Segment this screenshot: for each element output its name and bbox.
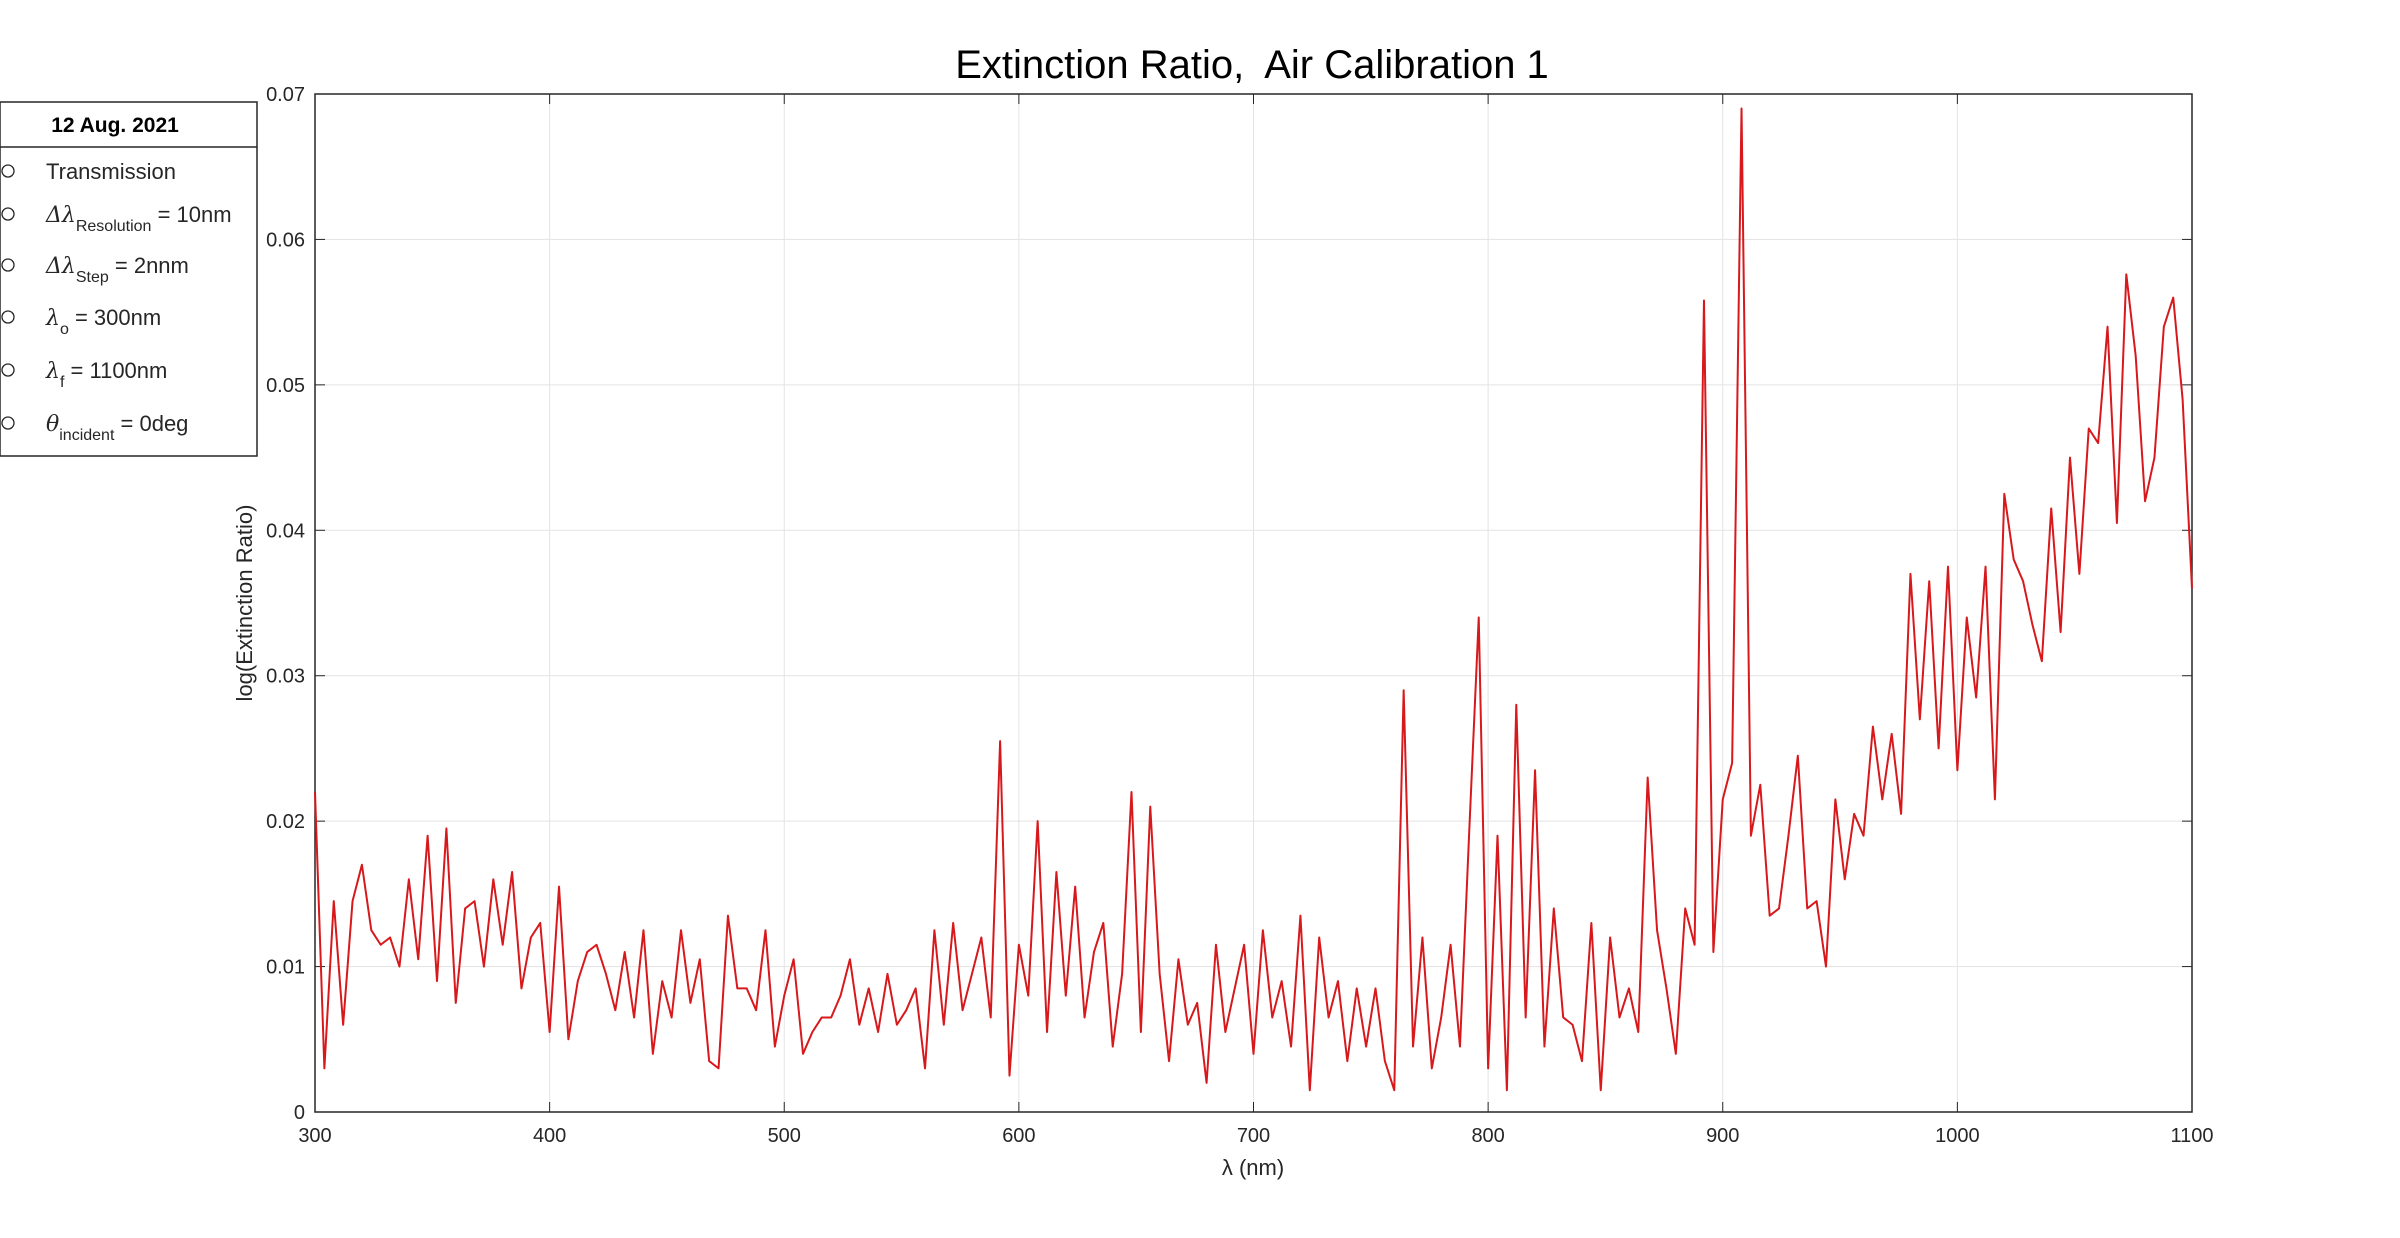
legend-box: [0, 101, 258, 457]
x-tick-label: 1100: [2170, 1125, 2213, 1147]
y-tick-label: 0.04: [266, 520, 305, 542]
y-tick-label: 0: [294, 1102, 305, 1124]
x-tick-label: 900: [1706, 1125, 1739, 1147]
y-tick-label: 0.02: [266, 811, 305, 833]
legend-marker: [1, 258, 15, 272]
legend-marker: [1, 416, 15, 430]
legend-text: = 10nm: [151, 202, 231, 227]
legend-symbol: θ: [46, 412, 59, 437]
legend-subscript: Resolution: [76, 218, 152, 235]
y-tick-label: 0.05: [266, 375, 305, 397]
legend-symbol: λ: [45, 359, 60, 384]
chart-title: Extinction Ratio, Air Calibration 1: [955, 43, 1549, 87]
legend-symbol: λ: [45, 306, 60, 331]
x-tick-label: 400: [533, 1125, 566, 1147]
legend-item: θincident = 0deg: [46, 411, 188, 444]
legend-text: = 300nm: [69, 305, 161, 330]
legend-item: ΔλStep = 2nnm: [45, 253, 189, 286]
y-tick-label: 0.06: [266, 229, 305, 251]
x-tick-label: 1000: [1935, 1125, 1980, 1147]
legend-subscript: incident: [59, 427, 115, 444]
legend-item: ΔλResolution = 10nm: [45, 202, 232, 235]
legend-marker: [1, 164, 15, 178]
x-tick-label: 800: [1471, 1125, 1504, 1147]
plot-frame: [314, 93, 2193, 1113]
x-tick-label: 700: [1237, 1125, 1270, 1147]
x-tick-label: 300: [298, 1125, 331, 1147]
legend-text: = 1100nm: [64, 358, 167, 383]
legend-marker: [1, 207, 15, 221]
legend-marker: [1, 363, 15, 377]
y-tick-label: 0.01: [266, 957, 305, 979]
legend-item: λo = 300nm: [45, 305, 161, 338]
legend-marker: [1, 310, 15, 324]
legend-text: = 2nnm: [109, 253, 189, 278]
legend-text: = 0deg: [114, 411, 188, 436]
x-tick-label: 600: [1002, 1125, 1035, 1147]
legend-symbol: Δλ: [45, 203, 76, 228]
legend-subscript: Step: [76, 269, 109, 286]
legend-title: 12 Aug. 2021: [51, 114, 179, 137]
x-axis-label: λ (nm): [1222, 1155, 1284, 1180]
y-axis-label: log(Extinction Ratio): [232, 505, 257, 702]
legend-subscript: o: [60, 321, 69, 338]
legend-subscript: f: [60, 374, 65, 391]
y-tick-label: 0.07: [266, 84, 305, 106]
legend-symbol: Δλ: [45, 254, 76, 279]
x-tick-label: 500: [768, 1125, 801, 1147]
data-line: [314, 107, 2193, 1092]
legend-item: λf = 1100nm: [45, 358, 167, 391]
legend-item: Transmission: [46, 159, 176, 184]
y-tick-label: 0.03: [266, 666, 305, 688]
legend-text: Transmission: [46, 159, 176, 184]
